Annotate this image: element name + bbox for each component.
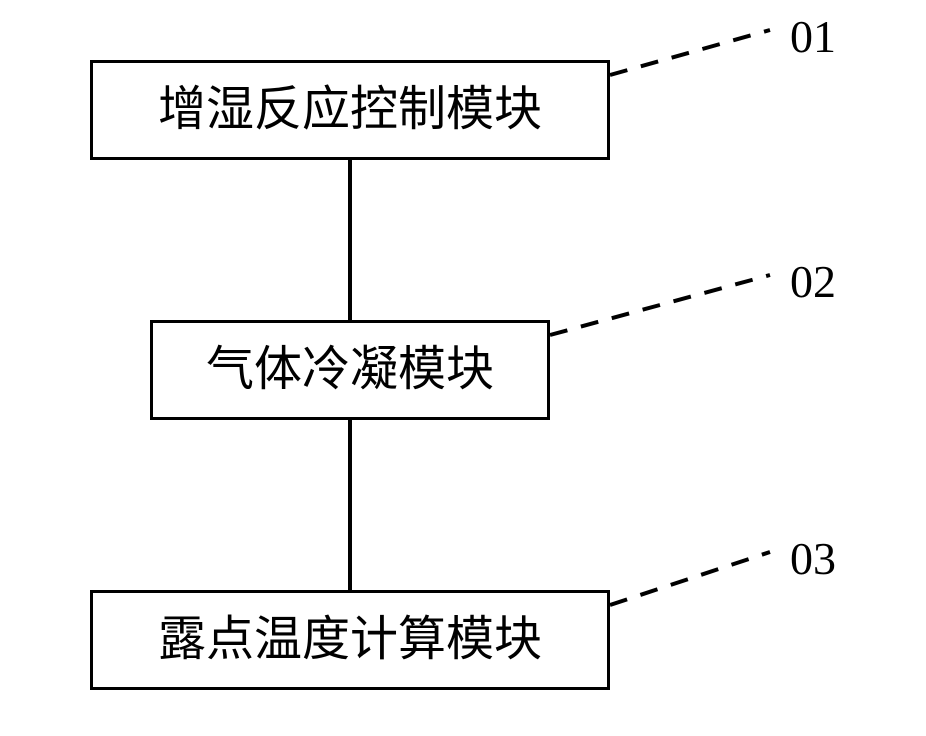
node-label-n1: 增湿反应控制模块 (158, 84, 542, 137)
node-label-n3: 露点温度计算模块 (158, 614, 542, 667)
node-n1: 增湿反应控制模块 (90, 60, 610, 160)
callout-line-n3 (606, 548, 774, 609)
callout-num-n2: 02 (790, 255, 836, 308)
callout-num-n3: 03 (790, 532, 836, 585)
callout-line-n2 (546, 271, 774, 339)
edge-n1-n2 (348, 160, 352, 320)
callout-line-n1 (606, 26, 774, 79)
node-n2: 气体冷凝模块 (150, 320, 550, 420)
node-label-n2: 气体冷凝模块 (206, 344, 494, 397)
callout-num-n1: 01 (790, 10, 836, 63)
node-n3: 露点温度计算模块 (90, 590, 610, 690)
edge-n2-n3 (348, 420, 352, 590)
diagram-canvas: 增湿反应控制模块气体冷凝模块露点温度计算模块 01 02 03 (0, 0, 926, 736)
